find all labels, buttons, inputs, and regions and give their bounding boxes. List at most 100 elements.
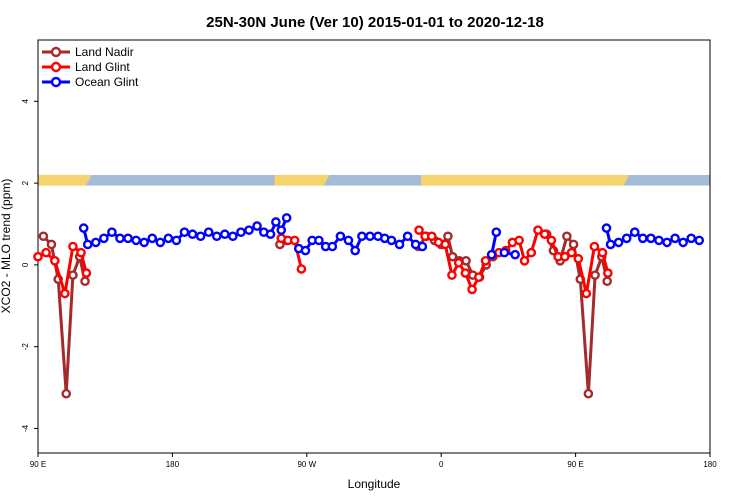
data-point [686, 233, 696, 244]
data-point [343, 235, 354, 246]
x-axis: 90 E 180 90 W 0 90 E 180 [30, 453, 717, 469]
plot-area [37, 39, 711, 454]
map-land-0 [38, 174, 92, 186]
data-point [195, 231, 206, 242]
data-point [99, 233, 109, 244]
data-point [271, 217, 281, 227]
data-point [461, 256, 471, 266]
data-point [187, 229, 198, 240]
data-point [76, 247, 86, 258]
data-point [589, 241, 600, 252]
data-point [467, 284, 477, 295]
y-tick-label: -2 [21, 343, 30, 351]
data-point [296, 264, 307, 274]
data-point [443, 231, 453, 242]
data-point [276, 225, 287, 235]
y-axis: -4 -2 0 2 4 [21, 99, 38, 432]
data-point [394, 239, 405, 250]
data-point [244, 225, 254, 235]
legend-label: Ocean Glint [75, 75, 139, 89]
data-point [601, 223, 612, 233]
data-point [646, 233, 656, 244]
data-point [61, 388, 72, 399]
data-point [539, 229, 550, 240]
data-point [80, 276, 90, 287]
data-point [621, 233, 632, 244]
x-tick-label: 90 W [297, 460, 316, 469]
data-point [203, 227, 214, 237]
data-point [365, 231, 375, 242]
legend-swatch-marker [50, 46, 62, 58]
data-point [526, 247, 537, 258]
y-tick-label: 2 [21, 180, 30, 185]
data-point [300, 245, 311, 256]
data-point [265, 229, 276, 240]
data-point [460, 268, 471, 278]
legend-item: Land Nadir [42, 45, 134, 59]
data-point [670, 233, 680, 244]
data-point [613, 237, 624, 248]
data-point [68, 241, 78, 252]
data-point [440, 239, 451, 250]
data-point [78, 223, 89, 233]
legend-swatch-marker [50, 61, 62, 73]
data-point [453, 258, 464, 268]
data-point [236, 227, 246, 237]
data-point [327, 241, 338, 252]
data-point [662, 237, 672, 248]
legend-label: Land Glint [75, 60, 130, 74]
legend-swatch-marker [50, 76, 62, 88]
map-strip [38, 174, 710, 186]
data-point [581, 288, 592, 299]
y-axis-label: XCO2 - MLO trend (ppm) [0, 179, 13, 314]
data-point [33, 251, 43, 262]
data-point [350, 245, 360, 256]
map-land-2 [421, 174, 630, 186]
data-point [694, 235, 705, 246]
data-point [638, 233, 648, 244]
data-point [417, 241, 428, 252]
data-point [602, 276, 612, 287]
data-point [357, 231, 367, 242]
data-point [402, 231, 413, 242]
data-point [252, 221, 262, 231]
data-point [499, 247, 510, 258]
data-point [447, 270, 457, 280]
data-point [41, 247, 51, 258]
data-point [603, 268, 613, 278]
data-point [220, 229, 230, 240]
data-point [426, 231, 437, 242]
data-point [81, 268, 92, 278]
map-ocean [38, 174, 710, 186]
data-point [562, 231, 572, 242]
data-point [335, 231, 346, 242]
data-point [491, 227, 502, 237]
y-tick-label: 0 [21, 262, 30, 267]
data-point [50, 256, 60, 266]
data-point [654, 235, 664, 246]
data-point [510, 249, 520, 260]
data-point [546, 235, 557, 246]
x-tick-label: 90 E [567, 460, 583, 469]
data-point [46, 239, 57, 250]
data-point [314, 235, 324, 246]
data-point [514, 235, 524, 246]
data-point [131, 235, 141, 246]
x-tick-label: 180 [166, 460, 180, 469]
data-point [480, 256, 491, 266]
data-point [228, 231, 238, 242]
legend-item: Ocean Glint [42, 75, 139, 89]
x-axis-label: Longitude [348, 477, 401, 491]
series-ocean-glint [78, 213, 705, 260]
series-layer [33, 213, 705, 399]
data-point [486, 249, 497, 260]
data-point [573, 253, 584, 264]
data-point [568, 239, 579, 250]
data-point [179, 227, 190, 237]
data-point [68, 270, 78, 280]
map-land-1 [274, 174, 330, 186]
x-tick-label: 0 [439, 460, 444, 469]
data-point [590, 270, 600, 280]
data-point [566, 247, 577, 258]
data-point [38, 231, 49, 242]
